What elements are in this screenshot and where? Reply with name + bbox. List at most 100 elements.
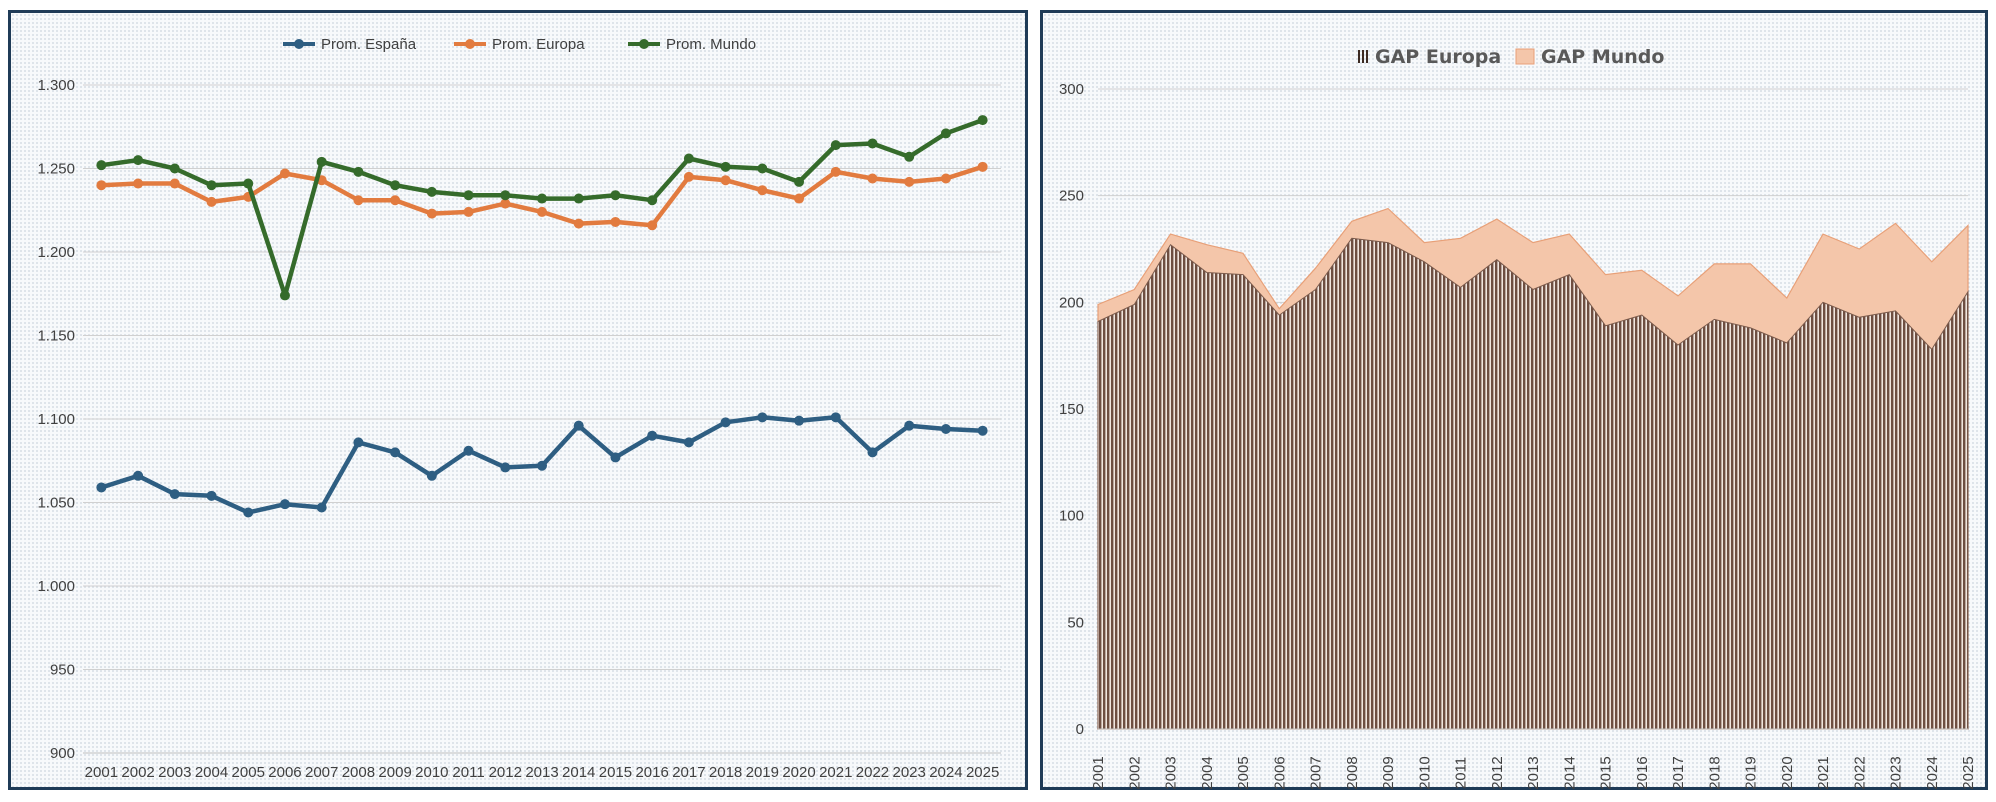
data-point: [133, 178, 144, 189]
x-tick-label: 2008: [342, 764, 375, 781]
y-tick-label: 1.050: [37, 495, 75, 512]
data-point: [206, 196, 217, 207]
legend-label: Prom. Mundo: [666, 36, 756, 53]
data-point: [537, 460, 547, 471]
data-point: [977, 115, 988, 126]
x-tick-label: 2003: [1163, 756, 1180, 789]
data-point: [390, 447, 401, 458]
data-point: [279, 168, 290, 179]
data-point: [794, 176, 805, 187]
data-point: [794, 193, 805, 204]
data-point: [573, 193, 584, 204]
legend-label: Prom. España: [321, 36, 417, 53]
data-point: [426, 208, 437, 219]
data-point: [610, 190, 621, 201]
data-point: [96, 160, 107, 171]
x-tick-label: 2021: [819, 764, 852, 781]
x-tick-label: 2023: [893, 764, 926, 781]
x-tick-label: 2019: [746, 764, 779, 781]
x-tick-label: 2004: [195, 764, 228, 781]
x-tick-label: 2001: [1090, 756, 1107, 789]
legend-swatch-fill: [1515, 48, 1535, 65]
x-tick-label: 2002: [1126, 756, 1143, 789]
x-tick-label: 2014: [562, 764, 595, 781]
left-chart-panel: 900 950 1.000 1.050 1.100 1.150 1.200 1.250 1.30…: [8, 10, 1028, 790]
data-point: [279, 290, 290, 301]
data-point: [500, 198, 511, 209]
x-tick-label: 2025: [966, 764, 999, 781]
data-point: [720, 417, 731, 428]
data-point: [206, 180, 217, 191]
y-tick-label: 200: [1059, 294, 1084, 311]
x-tick-label: 2022: [856, 764, 889, 781]
data-point: [610, 452, 621, 463]
data-point: [647, 430, 658, 441]
data-point: [683, 437, 694, 448]
data-point: [426, 470, 437, 481]
y-tick-label: 300: [1059, 81, 1084, 98]
y-tick-label: 900: [50, 745, 75, 762]
data-point: [757, 412, 768, 423]
x-tick-label: 2022: [1851, 756, 1868, 789]
y-tick-label: 250: [1059, 188, 1084, 205]
data-point: [353, 166, 364, 177]
x-tick-label: 2007: [1308, 756, 1325, 789]
data-point: [316, 156, 327, 167]
x-tick-label: 2010: [1416, 756, 1433, 789]
data-point: [830, 412, 841, 423]
x-tick-label: 2009: [1380, 756, 1397, 789]
x-tick-label: 2008: [1344, 756, 1361, 789]
x-tick-label: 2016: [635, 764, 668, 781]
x-tick-label: 2015: [1598, 756, 1615, 789]
x-tick-label: 2015: [599, 764, 632, 781]
data-point: [573, 218, 584, 229]
data-point: [133, 155, 144, 166]
data-point: [169, 489, 180, 500]
y-tick-label: 1.300: [37, 77, 75, 94]
data-point: [647, 195, 658, 206]
legend-swatch-marker: [294, 39, 304, 49]
data-point: [904, 176, 915, 187]
legend-label: Prom. Europa: [492, 36, 585, 53]
y-tick-label: 0: [1076, 721, 1084, 738]
x-tick-label: 2003: [158, 764, 191, 781]
data-point: [96, 180, 107, 191]
data-point: [500, 462, 511, 473]
data-point: [867, 138, 878, 149]
x-tick-label: 2012: [489, 764, 522, 781]
data-point: [537, 193, 547, 204]
data-point: [720, 175, 731, 186]
data-point: [316, 502, 327, 513]
area-chart-svg: 0 50 100 150 200 250 300 2001 2002 2003 2004 2005 20…: [1059, 46, 1977, 790]
x-tick-label: 2020: [782, 764, 815, 781]
data-point: [206, 490, 217, 501]
x-tick-label: 2017: [1670, 756, 1687, 789]
data-point: [904, 420, 915, 431]
legend-label: GAP Europa: [1375, 46, 1501, 68]
data-point: [390, 195, 401, 206]
x-tick-label: 2004: [1199, 756, 1216, 789]
y-tick-label: 1.100: [37, 411, 75, 428]
data-point: [683, 153, 694, 164]
data-point: [794, 415, 805, 426]
data-point: [390, 180, 401, 191]
data-point: [683, 171, 694, 182]
data-point: [133, 470, 144, 481]
line-chart-svg: 900 950 1.000 1.050 1.100 1.150 1.200 1.250 1.30…: [37, 36, 1001, 781]
data-point: [169, 163, 180, 174]
legend-swatch-marker: [465, 39, 475, 49]
data-point: [573, 420, 584, 431]
data-point: [463, 206, 474, 217]
data-point: [940, 128, 951, 139]
y-tick-label: 1.150: [37, 328, 75, 345]
right-chart-panel: 0 50 100 150 200 250 300 2001 2002 2003 2004 2005 20…: [1040, 10, 1988, 790]
data-point: [830, 166, 841, 177]
data-point: [353, 437, 364, 448]
data-point: [353, 195, 364, 206]
x-tick-label: 2012: [1489, 756, 1506, 789]
data-point: [977, 161, 988, 172]
x-tick-label: 2017: [672, 764, 705, 781]
x-tick-label: 2010: [415, 764, 448, 781]
x-tick-label: 2011: [1453, 757, 1470, 789]
legend-swatch-marker: [639, 39, 649, 49]
